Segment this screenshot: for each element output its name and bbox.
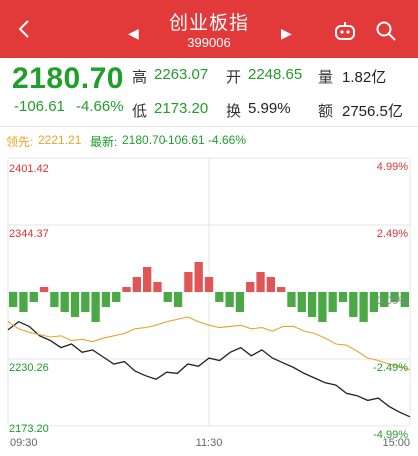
y-left-tick: 2230.26: [9, 362, 49, 374]
open-label: 开: [226, 69, 242, 86]
change-bar: [173, 292, 183, 307]
latest-change: -106.61: [164, 133, 205, 147]
high-label: 高: [132, 69, 148, 86]
amount-value: 2756.5亿: [342, 103, 403, 120]
lead-label: 领先:: [6, 135, 34, 149]
y-right-tick: -4.99%: [373, 429, 408, 441]
y-right-tick: 2.49%: [377, 228, 408, 240]
change-bar: [194, 262, 203, 292]
turnover-label: 换: [226, 103, 242, 120]
change-bar: [338, 292, 348, 302]
change-bar: [122, 287, 131, 292]
y-left-tick: 2401.42: [9, 163, 49, 175]
robot-icon[interactable]: [333, 20, 357, 42]
change-bar: [81, 292, 90, 312]
y-left-tick: 2173.20: [9, 423, 49, 435]
change-bar: [256, 272, 265, 292]
change-bar: [132, 277, 141, 292]
lead-value: 2221.21: [38, 133, 82, 147]
y-right-tick: 0.00%: [377, 295, 408, 307]
change-bar: [143, 267, 152, 292]
intraday-chart[interactable]: 2401.42 2344.37 2230.26 2173.20 4.99% 2.49% 0.…: [0, 150, 418, 456]
prev-triangle-icon[interactable]: ◀: [128, 25, 139, 41]
x-tick: 09:30: [10, 437, 38, 449]
chart-legend: 领先: 2221.21 最新: 2180.70 -106.61 -4.66%: [0, 126, 418, 151]
header-bar: ◀ 创业板指 399006 ▶: [0, 0, 418, 58]
change-bar: [9, 292, 18, 307]
change-bar: [297, 292, 306, 312]
price-change: -106.61: [14, 98, 65, 115]
volume-label: 量: [318, 69, 334, 86]
latest-label: 最新:: [90, 135, 118, 149]
change-bar: [225, 292, 234, 307]
quote-panel: 2180.70 -106.61 -4.66% 高 2263.07 开 2248.…: [0, 58, 418, 126]
low-label: 低: [132, 103, 148, 120]
change-bar: [29, 292, 38, 302]
change-bar: [359, 292, 368, 322]
high-value: 2263.07: [154, 66, 209, 83]
change-bar: [60, 292, 69, 312]
change-bar: [328, 292, 337, 312]
change-bar: [318, 292, 327, 322]
change-bar: [215, 292, 224, 302]
change-bar: [266, 277, 275, 292]
back-arrow-icon[interactable]: [14, 18, 36, 40]
next-triangle-icon[interactable]: ▶: [281, 25, 292, 41]
latest-pct: -4.66%: [208, 133, 247, 147]
change-bar: [235, 292, 245, 312]
low-value: 2173.20: [154, 100, 209, 117]
y-right-tick: 4.99%: [377, 161, 408, 173]
change-bar: [307, 292, 317, 317]
change-bar: [369, 292, 379, 312]
amount-label: 额: [318, 103, 334, 120]
change-bar: [19, 292, 28, 312]
price-change-pct: -4.66%: [76, 98, 124, 115]
change-bar: [91, 292, 100, 322]
change-bar: [400, 292, 409, 307]
change-bar: [204, 277, 214, 292]
y-left-tick: 2344.37: [9, 228, 49, 240]
change-bar: [287, 292, 296, 307]
change-bar: [39, 287, 49, 292]
change-bar: [112, 292, 121, 302]
change-bar: [380, 292, 389, 307]
change-bar: [153, 282, 162, 292]
current-price: 2180.70: [12, 62, 124, 95]
latest-value: 2180.70: [122, 133, 166, 147]
x-tick: 15:00: [382, 437, 410, 449]
change-bar: [101, 292, 111, 307]
change-bar: [277, 287, 286, 292]
price-line: [7, 320, 411, 418]
change-bar: [184, 272, 193, 292]
volume-value: 1.82亿: [342, 69, 387, 86]
search-icon[interactable]: [375, 20, 397, 42]
change-bar: [70, 292, 80, 317]
change-bar: [349, 292, 358, 317]
page-title: 创业板指: [168, 13, 249, 34]
change-bar: [390, 292, 399, 302]
y-right-tick: -2.49%: [373, 362, 408, 374]
change-bar: [163, 292, 172, 302]
open-value: 2248.65: [248, 66, 303, 83]
x-tick: 11:30: [196, 437, 223, 449]
lead-line: [7, 316, 411, 371]
change-bar: [246, 282, 255, 292]
index-code: 399006: [187, 35, 231, 50]
change-bar: [50, 292, 59, 307]
turnover-value: 5.99%: [248, 100, 291, 117]
